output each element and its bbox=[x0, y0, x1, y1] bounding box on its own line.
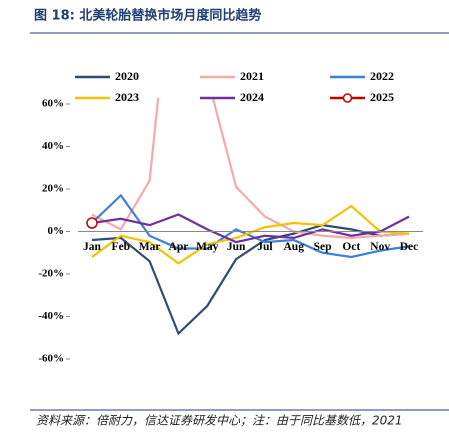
x-tick-label: Jan bbox=[83, 241, 102, 253]
x-tick-label: Mar bbox=[139, 241, 161, 253]
y-tick-label: -40% bbox=[38, 310, 64, 322]
legend-label: 2025 bbox=[370, 90, 394, 104]
y-tick-label: 60% bbox=[42, 98, 64, 110]
series-line bbox=[91, 204, 410, 265]
legend-label: 2021 bbox=[240, 69, 264, 83]
series-line bbox=[91, 224, 410, 336]
legend-label: 2020 bbox=[115, 69, 139, 83]
x-tick-label: Feb bbox=[112, 241, 131, 253]
legend-label: 2024 bbox=[240, 90, 264, 104]
chart-title: 图 18: 北美轮胎替换市场月度同比趋势 bbox=[34, 8, 261, 24]
data-point bbox=[86, 217, 98, 229]
series-line bbox=[91, 193, 410, 259]
y-tick-label: -60% bbox=[38, 353, 64, 365]
legend-label: 2023 bbox=[115, 90, 139, 104]
y-tick-label: 40% bbox=[42, 140, 64, 152]
x-tick-label: May bbox=[196, 241, 219, 253]
x-tick-label: Apr bbox=[169, 241, 189, 253]
x-tick-label: Nov bbox=[370, 241, 390, 253]
y-tick-label: -20% bbox=[38, 268, 64, 280]
x-tick-label: Aug bbox=[284, 241, 305, 253]
x-tick-label: Oct bbox=[342, 241, 360, 253]
legend-label: 2022 bbox=[370, 69, 394, 83]
series-line bbox=[91, 213, 410, 244]
y-tick-label: 20% bbox=[42, 183, 64, 195]
series-line bbox=[91, 98, 410, 239]
plot-area bbox=[86, 98, 410, 336]
x-tick-label: Sep bbox=[314, 241, 332, 253]
x-tick-label: Jun bbox=[227, 241, 246, 253]
x-tick-label: Dec bbox=[400, 241, 419, 253]
y-tick-label: 0% bbox=[48, 225, 65, 237]
x-tick-label: Jul bbox=[257, 241, 272, 253]
source-note: 资料来源：倍耐力，信达证券研发中心；注：由于同比基数低，2021 bbox=[36, 414, 403, 428]
legend-marker bbox=[342, 93, 353, 103]
